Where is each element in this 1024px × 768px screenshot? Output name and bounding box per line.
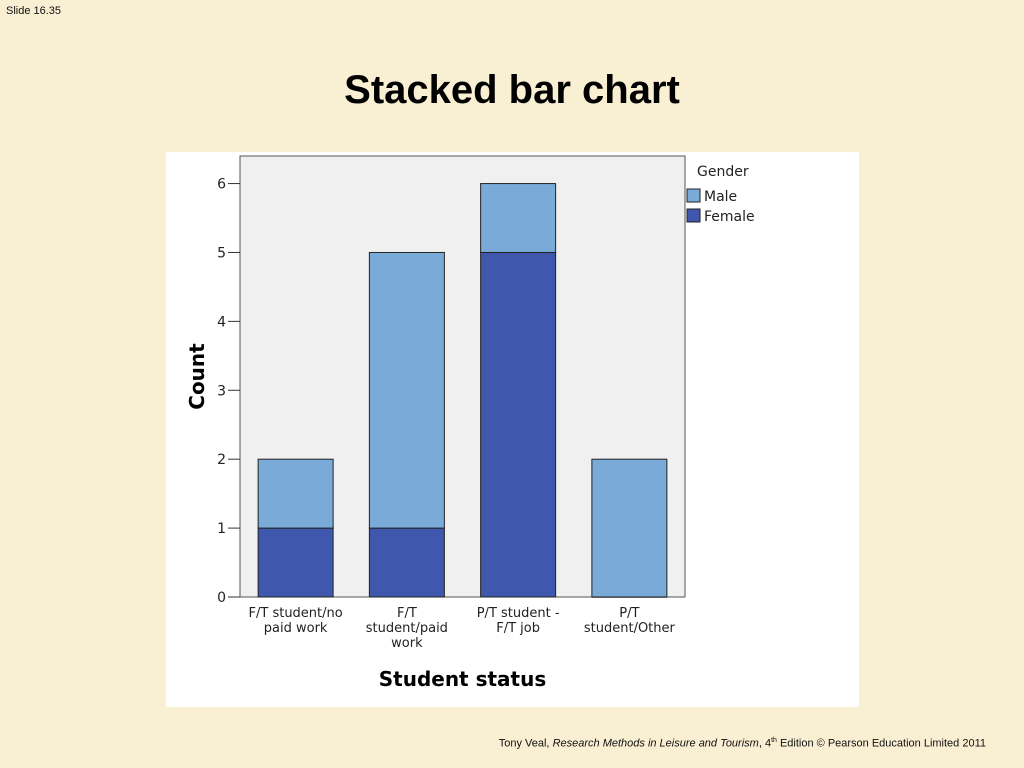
y-tick-label: 3 (217, 383, 226, 399)
x-tick-label: paid work (264, 621, 328, 636)
bar-segment-female (480, 251, 557, 598)
y-axis-label: Count (185, 343, 209, 410)
bar-segment-female (257, 527, 334, 598)
x-axis-label: Student status (379, 667, 547, 691)
footer-edition-pre: , 4 (758, 737, 772, 750)
y-tick-label: 5 (217, 245, 226, 261)
legend-label-female: Female (704, 209, 755, 225)
x-tick-label: student/paid (366, 621, 448, 636)
legend-title: Gender (697, 164, 749, 180)
x-tick-label: F/T student/no (249, 606, 343, 621)
footer-edition-sup: th (771, 737, 777, 744)
legend-swatch-male (686, 188, 701, 203)
slide-number: Slide 16.35 (6, 5, 62, 17)
x-tick-label: student/Other (584, 621, 676, 636)
legend-label-male: Male (704, 189, 737, 205)
footer-citation: Tony Veal, Research Methods in Leisure a… (499, 737, 986, 750)
y-tick-label: 1 (217, 521, 226, 537)
legend-swatch-female (686, 208, 701, 223)
x-tick-label: F/T (397, 606, 417, 621)
footer-book-title: Research Methods in Leisure and Tourism (552, 737, 759, 750)
bar-segment-male (257, 458, 334, 529)
x-tick-label: work (391, 636, 423, 651)
x-tick-label: P/T (619, 606, 639, 621)
bar-segment-male (480, 183, 557, 253)
slide-title: Stacked bar chart (344, 68, 680, 112)
x-tick-label: F/T job (496, 621, 540, 636)
footer-edition-post: Edition © Pearson Education Limited 2011 (776, 737, 986, 750)
y-tick-label: 0 (217, 590, 226, 606)
y-tick-label: 6 (217, 177, 226, 193)
bar-segment-female (368, 527, 445, 598)
x-tick-label: P/T student - (477, 606, 560, 621)
bar-segment-male (368, 251, 445, 529)
y-tick-label: 2 (217, 452, 226, 468)
y-tick-label: 4 (217, 314, 226, 330)
chart-panel: 0 1 2 3 4 5 6 Count F/T student/no paid work F/T st… (166, 152, 859, 707)
footer-author: Tony Veal, (498, 737, 553, 750)
bar-segment-male (591, 458, 668, 598)
